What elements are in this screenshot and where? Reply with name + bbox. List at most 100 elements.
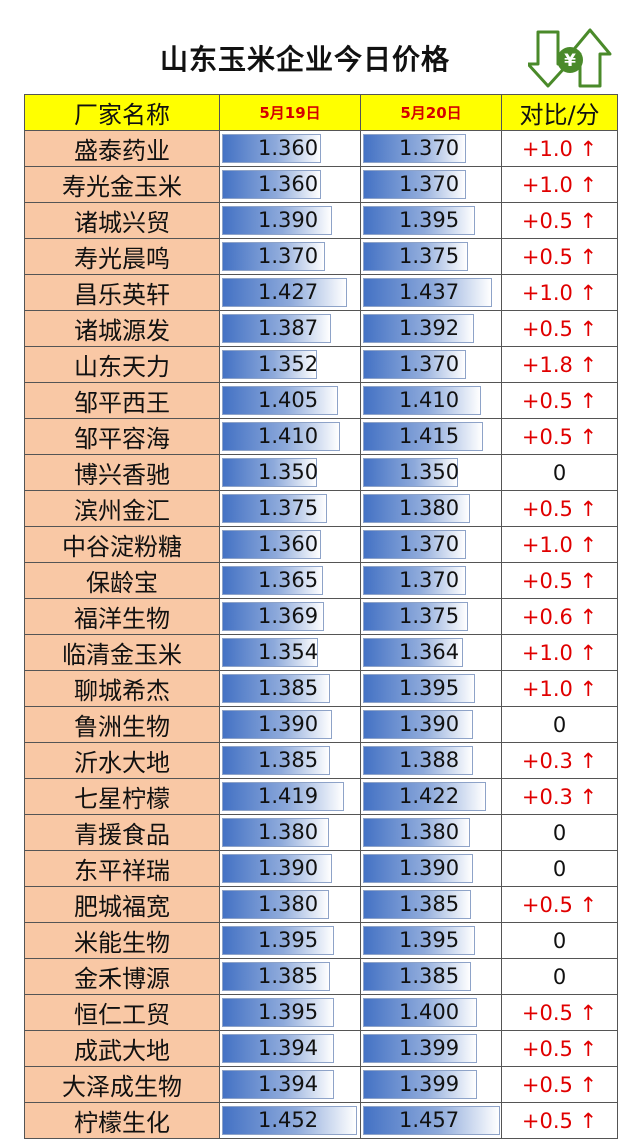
price-value: 1.400	[399, 1000, 460, 1024]
data-bar	[363, 674, 476, 703]
price-may19: 1.360	[219, 526, 361, 563]
price-value: 1.395	[258, 1000, 319, 1024]
table-row: 恒仁工贸 1.395 1.400 +0.5 ↑	[24, 994, 618, 1031]
table-row: 东平祥瑞 1.390 1.390 0	[24, 850, 618, 887]
data-bar	[222, 314, 332, 343]
price-change: +0.5 ↑	[501, 994, 618, 1031]
price-value: 1.375	[258, 496, 319, 520]
price-may20: 1.410	[360, 382, 502, 419]
price-value: 1.375	[399, 604, 460, 628]
data-bar	[222, 890, 329, 919]
price-may20: 1.395	[360, 202, 502, 239]
price-may19: 1.387	[219, 310, 361, 347]
price-value: 1.390	[258, 856, 319, 880]
price-value: 1.370	[399, 352, 460, 376]
data-bar	[222, 602, 325, 631]
price-may20: 1.350	[360, 454, 502, 491]
price-may19: 1.354	[219, 634, 361, 671]
price-value: 1.370	[399, 568, 460, 592]
price-change: +0.5 ↑	[501, 1066, 618, 1103]
company-name: 青援食品	[24, 814, 220, 851]
table-row: 寿光晨鸣 1.370 1.375 +0.5 ↑	[24, 238, 618, 275]
price-change: +0.5 ↑	[501, 310, 618, 347]
data-bar	[222, 962, 331, 991]
price-may20: 1.370	[360, 562, 502, 599]
price-may20: 1.415	[360, 418, 502, 455]
company-name: 金禾博源	[24, 958, 220, 995]
price-may20: 1.370	[360, 346, 502, 383]
data-bar	[222, 854, 333, 883]
company-name: 大泽成生物	[24, 1066, 220, 1103]
data-bar	[222, 170, 321, 199]
data-bar	[222, 566, 323, 595]
price-change: 0	[501, 814, 618, 851]
price-may20: 1.364	[360, 634, 502, 671]
company-name: 福洋生物	[24, 598, 220, 635]
price-change: +1.0 ↑	[501, 634, 618, 671]
price-value: 1.395	[399, 208, 460, 232]
price-change: +1.0 ↑	[501, 166, 618, 203]
price-may19: 1.380	[219, 886, 361, 923]
company-name: 昌乐英轩	[24, 274, 220, 311]
table-row: 福洋生物 1.369 1.375 +0.6 ↑	[24, 598, 618, 635]
company-name: 山东天力	[24, 346, 220, 383]
price-may19: 1.427	[219, 274, 361, 311]
data-bar	[363, 350, 466, 379]
data-bar	[363, 242, 468, 271]
yen-updown-arrows-icon: ¥	[526, 26, 614, 92]
price-value: 1.360	[258, 172, 319, 196]
price-value: 1.360	[258, 532, 319, 556]
data-bar	[222, 530, 321, 559]
data-bar	[363, 638, 464, 667]
data-bar	[222, 1034, 334, 1063]
table-row: 邹平容海 1.410 1.415 +0.5 ↑	[24, 418, 618, 455]
price-value: 1.370	[399, 532, 460, 556]
price-may20: 1.380	[360, 490, 502, 527]
price-value: 1.395	[399, 676, 460, 700]
price-value: 1.354	[258, 640, 319, 664]
price-change: +0.5 ↑	[501, 418, 618, 455]
price-may19: 1.380	[219, 814, 361, 851]
table-row: 博兴香驰 1.350 1.350 0	[24, 454, 618, 491]
price-value: 1.365	[258, 568, 319, 592]
company-name: 恒仁工贸	[24, 994, 220, 1031]
header-date1: 5月19日	[219, 94, 361, 131]
price-may19: 1.390	[219, 202, 361, 239]
price-may20: 1.385	[360, 958, 502, 995]
table-row: 昌乐英轩 1.427 1.437 +1.0 ↑	[24, 274, 618, 311]
price-value: 1.375	[399, 244, 460, 268]
price-change: +1.0 ↑	[501, 274, 618, 311]
price-change: +0.5 ↑	[501, 490, 618, 527]
price-value: 1.380	[399, 820, 460, 844]
price-change: 0	[501, 850, 618, 887]
data-bar	[363, 494, 470, 523]
table-row: 诸城兴贸 1.390 1.395 +0.5 ↑	[24, 202, 618, 239]
price-value: 1.380	[258, 892, 319, 916]
price-change: +0.5 ↑	[501, 1030, 618, 1067]
data-bar	[222, 710, 333, 739]
data-bar	[363, 710, 474, 739]
price-value: 1.380	[258, 820, 319, 844]
data-bar	[363, 962, 472, 991]
price-value: 1.369	[258, 604, 319, 628]
data-bar	[363, 890, 472, 919]
data-bar	[222, 422, 341, 451]
price-may19: 1.385	[219, 670, 361, 707]
price-change: +0.5 ↑	[501, 562, 618, 599]
price-may20: 1.390	[360, 706, 502, 743]
price-may20: 1.400	[360, 994, 502, 1031]
data-bar	[222, 638, 319, 667]
price-value: 1.385	[399, 964, 460, 988]
price-value: 1.399	[399, 1036, 460, 1060]
price-may20: 1.395	[360, 670, 502, 707]
price-value: 1.350	[399, 460, 460, 484]
data-bar	[363, 530, 466, 559]
price-value: 1.419	[258, 784, 319, 808]
data-bar	[222, 818, 329, 847]
table-row: 山东天力 1.352 1.370 +1.8 ↑	[24, 346, 618, 383]
price-value: 1.452	[258, 1108, 319, 1132]
data-bar	[222, 134, 321, 163]
table-row: 鲁洲生物 1.390 1.390 0	[24, 706, 618, 743]
table-row: 七星柠檬 1.419 1.422 +0.3 ↑	[24, 778, 618, 815]
data-bar	[363, 782, 487, 811]
